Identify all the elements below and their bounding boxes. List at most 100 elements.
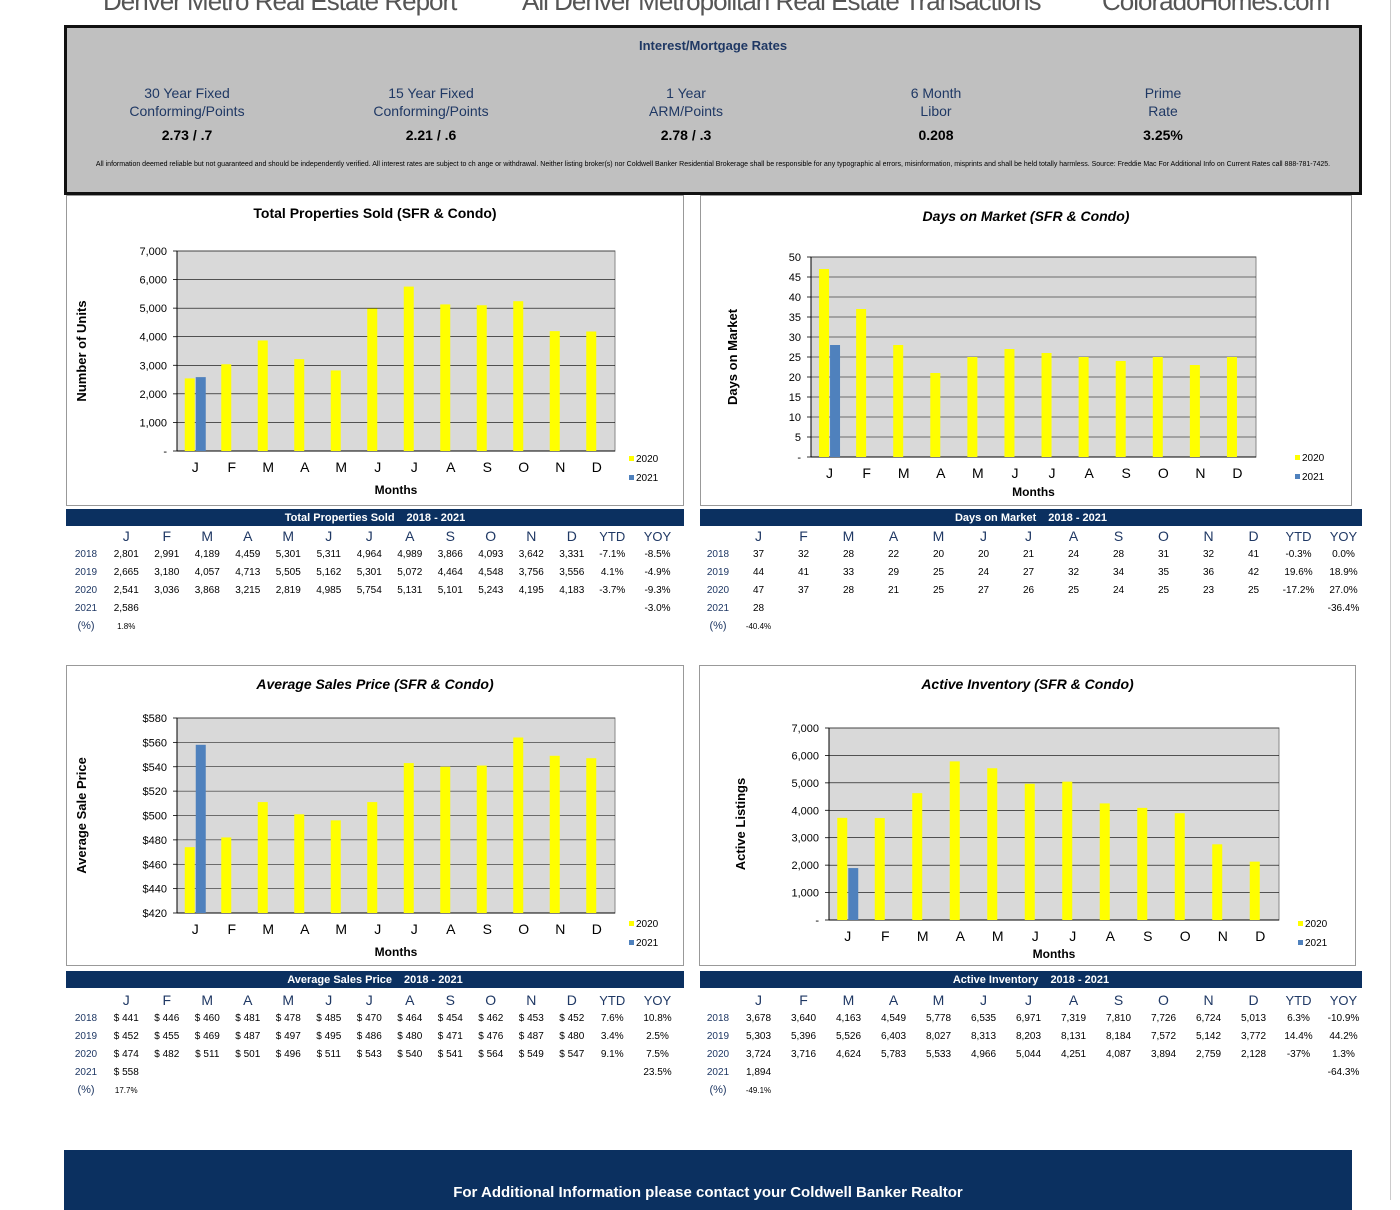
y-tick-label: 2,000: [139, 389, 167, 401]
table-cell: 31: [1157, 548, 1170, 560]
column-header: D: [566, 528, 577, 544]
table-range: 2018 - 2021: [404, 974, 463, 986]
y-tick-label: 15: [789, 392, 801, 404]
rate-label: Prime: [1144, 85, 1182, 101]
table-cell: 2,801: [113, 548, 139, 560]
column-header: J: [365, 992, 373, 1008]
column-header: S: [445, 992, 455, 1008]
table-cell: 35: [1157, 566, 1170, 578]
interest-rates-panel: Interest/Mortgage Rates 30 Year Fixed Con…: [64, 25, 1362, 195]
table-cell: 8,313: [970, 1030, 997, 1042]
column-header: A: [243, 992, 253, 1008]
row-year: 2020: [706, 1048, 730, 1060]
table-cell: 3,756: [518, 566, 544, 578]
table-row: 2021 28 -36.4%: [700, 599, 1366, 617]
table-range: 2018 - 2021: [406, 512, 466, 524]
table-cell: 20: [977, 548, 990, 560]
rate-item: 30 Year Fixed Conforming/Points 2.73 / .7: [87, 84, 287, 144]
table-cell: 3,036: [154, 584, 180, 596]
bar-2020: [987, 768, 998, 920]
rate-value: 0.208: [918, 127, 954, 143]
table-cell: 1.3%: [1332, 1048, 1355, 1060]
table-cell: $ 452: [559, 1012, 585, 1024]
y-tick-label: 4,000: [791, 805, 819, 817]
column-header: N: [526, 528, 537, 544]
table-row: 2019 $ 452 $ 455 $ 469 $ 487 $ 497 $ 495 $ 486 $…: [66, 1027, 683, 1045]
table-cell: 21: [887, 584, 900, 596]
bar-2020: [1249, 861, 1260, 920]
row-year: 2021: [74, 1066, 98, 1078]
table-cell: $ 476: [478, 1030, 504, 1042]
table-cell: 25: [1247, 584, 1260, 596]
chart-average-sales-price: Average Sales Price (SFR & Condo) $420 $4…: [66, 665, 684, 966]
table-cell: 32: [1067, 566, 1080, 578]
table-cell: 37: [752, 548, 765, 560]
column-header: M: [842, 992, 855, 1008]
y-tick-label: 3,000: [139, 360, 167, 372]
row-year: 2019: [706, 566, 730, 578]
row-year: 2020: [74, 1048, 98, 1060]
table-cell: 4,251: [1060, 1048, 1087, 1060]
table-cell: 28: [842, 584, 855, 596]
chart-svg: - 1,000 2,000 3,000 4,000 5,000 6,000 7,000 J F M A…: [733, 723, 1328, 961]
y-tick-label: 1,000: [791, 888, 819, 900]
y-tick-label: 7,000: [791, 723, 819, 735]
column-header: N: [526, 992, 537, 1008]
row-year: (%): [709, 1084, 727, 1096]
table-days-on-market: J F M A M J J A S O N D YTD YOY 2018 37 32 28 22 20 20 21 24 28…: [700, 527, 1366, 635]
table-cell: $ 469: [194, 1030, 220, 1042]
column-header: A: [888, 992, 899, 1008]
y-tick-label: 25: [789, 352, 801, 364]
table-cell: 26: [1022, 584, 1035, 596]
rate-label: Conforming/Points: [129, 103, 245, 119]
y-tick-label: -: [815, 915, 819, 927]
rate-item: 15 Year Fixed Conforming/Points 2.21 / .6: [331, 84, 531, 144]
y-tick-label: 4,000: [139, 332, 167, 344]
x-tick-label: N: [555, 921, 565, 937]
table-title-bar: Active Inventory 2018 - 2021: [700, 971, 1362, 988]
table-cell: 27: [977, 584, 990, 596]
table-row: 2018 $ 441 $ 446 $ 460 $ 481 $ 478 $ 485 $ 470 $…: [66, 1009, 683, 1027]
y-tick-label: 6,000: [791, 750, 819, 762]
footer-text: For Additional Information please contac…: [453, 1184, 963, 1201]
table-cell: 9.1%: [600, 1048, 624, 1060]
x-tick-label: J: [411, 921, 418, 937]
legend-swatch: [629, 921, 634, 926]
table-cell: 8,184: [1105, 1030, 1132, 1042]
rate-value: 3.25%: [1143, 127, 1183, 143]
table-cell: 41: [1247, 548, 1260, 560]
table-cell: 6,971: [1015, 1012, 1042, 1024]
table-cell: 25: [932, 584, 945, 596]
bar-2020: [967, 357, 978, 457]
table-cell: 5,301: [356, 566, 382, 578]
column-header: D: [566, 992, 577, 1008]
bar-2020: [1115, 361, 1126, 457]
bar-2020: [1226, 357, 1237, 457]
table-cell: 5,533: [925, 1048, 952, 1060]
row-year: 2018: [706, 548, 730, 560]
bar-2020: [476, 765, 487, 913]
column-header: J: [325, 992, 333, 1008]
table-cell: 27.0%: [1329, 584, 1358, 596]
table-cell: 2,541: [113, 584, 139, 596]
y-tick-label: $500: [143, 811, 167, 823]
table-cell: $ 496: [275, 1048, 301, 1060]
column-header: F: [799, 528, 808, 544]
bar-2020: [513, 301, 524, 451]
column-header: YOY: [1329, 528, 1358, 544]
table-cell: 6,724: [1195, 1012, 1222, 1024]
rates-title: Interest/Mortgage Rates: [638, 38, 788, 53]
table-cell: 22: [887, 548, 900, 560]
table-cell: 8,203: [1015, 1030, 1042, 1042]
row-year: 2021: [74, 602, 98, 614]
table-row: (%) -49.1%: [700, 1081, 1366, 1099]
rate-label: 6 Month: [910, 85, 962, 101]
row-year: 2020: [74, 584, 98, 596]
table-cell: 2,128: [1240, 1048, 1267, 1060]
table-cell: $ 480: [559, 1030, 585, 1042]
x-axis-label: Months: [375, 945, 418, 959]
x-tick-label: M: [992, 928, 1004, 944]
bar-2020: [1062, 781, 1073, 920]
table-cell: 2,759: [1195, 1048, 1222, 1060]
column-header: O: [485, 992, 497, 1008]
